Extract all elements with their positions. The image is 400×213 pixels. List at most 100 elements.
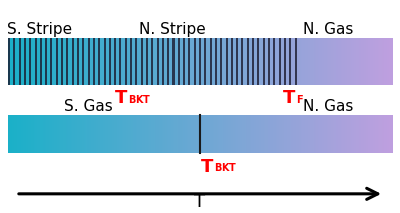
Bar xyxy=(57,38,59,85)
Bar xyxy=(77,38,79,85)
Bar xyxy=(297,115,299,153)
Bar xyxy=(326,115,328,153)
Bar xyxy=(288,38,290,85)
Bar xyxy=(185,115,187,153)
Bar xyxy=(356,115,358,153)
Bar xyxy=(190,38,192,85)
Bar xyxy=(61,38,63,85)
Bar xyxy=(364,115,366,153)
Bar xyxy=(346,115,348,153)
Bar xyxy=(145,38,147,85)
Bar xyxy=(62,38,64,85)
Bar xyxy=(100,115,102,153)
Bar xyxy=(118,38,120,85)
Bar xyxy=(311,115,314,153)
Bar xyxy=(52,38,54,85)
Bar xyxy=(296,115,298,153)
Bar xyxy=(45,115,47,153)
Bar xyxy=(141,38,143,85)
Bar xyxy=(316,115,318,153)
Bar xyxy=(187,38,189,85)
Bar xyxy=(12,38,14,85)
Bar xyxy=(156,38,158,85)
Bar xyxy=(276,115,278,153)
Bar xyxy=(297,38,299,85)
Bar xyxy=(40,115,42,153)
Bar xyxy=(90,38,92,85)
Bar xyxy=(196,115,198,153)
Bar xyxy=(333,38,335,85)
Bar xyxy=(131,38,133,85)
Bar xyxy=(78,115,80,153)
Bar xyxy=(249,115,251,153)
Bar xyxy=(68,115,70,153)
Bar xyxy=(66,38,68,85)
Bar xyxy=(82,38,84,85)
Bar xyxy=(323,38,325,85)
Bar xyxy=(311,38,314,85)
Bar xyxy=(39,115,41,153)
Bar xyxy=(14,38,16,85)
Bar xyxy=(46,38,48,85)
Bar xyxy=(218,115,220,153)
Bar xyxy=(117,115,119,153)
Bar xyxy=(183,38,186,85)
Bar xyxy=(272,38,274,85)
Bar xyxy=(278,115,280,153)
Bar xyxy=(90,115,92,153)
Bar xyxy=(269,115,271,153)
Bar xyxy=(236,38,238,85)
Bar xyxy=(390,38,392,85)
Bar xyxy=(163,38,165,85)
Bar xyxy=(268,115,270,153)
Bar xyxy=(242,38,244,85)
Bar xyxy=(188,38,190,85)
Bar xyxy=(309,115,311,153)
Bar xyxy=(204,115,206,153)
Bar xyxy=(231,38,233,85)
Bar xyxy=(255,115,257,153)
Bar xyxy=(230,115,232,153)
Bar xyxy=(292,115,294,153)
Text: $\mathbf{T}$: $\mathbf{T}$ xyxy=(200,158,214,176)
Bar xyxy=(202,38,205,85)
Bar xyxy=(55,115,58,153)
Bar xyxy=(96,115,98,153)
Bar xyxy=(131,115,133,153)
Bar xyxy=(382,38,384,85)
Bar xyxy=(120,38,122,85)
Bar xyxy=(365,38,367,85)
Bar xyxy=(183,38,185,85)
Bar xyxy=(295,38,297,85)
Bar xyxy=(281,38,283,85)
Bar xyxy=(352,38,354,85)
Bar xyxy=(326,38,328,85)
Bar xyxy=(109,115,111,153)
Bar xyxy=(250,115,252,153)
Bar xyxy=(95,38,97,85)
Bar xyxy=(76,38,78,85)
Bar xyxy=(49,38,51,85)
Bar xyxy=(104,38,106,85)
Bar xyxy=(172,38,174,85)
Bar xyxy=(300,115,302,153)
Bar xyxy=(233,38,235,85)
Bar xyxy=(74,115,77,153)
Bar xyxy=(270,115,272,153)
Bar xyxy=(350,38,352,85)
Bar xyxy=(358,115,360,153)
Bar xyxy=(35,115,37,153)
Bar xyxy=(27,38,29,85)
Bar xyxy=(227,115,229,153)
Bar xyxy=(148,38,150,85)
Bar xyxy=(279,38,281,85)
Bar xyxy=(50,115,52,153)
Bar xyxy=(72,38,74,85)
Bar xyxy=(201,115,203,153)
Bar xyxy=(318,38,320,85)
Bar xyxy=(40,38,42,85)
Bar xyxy=(190,115,192,153)
Text: N. Stripe: N. Stripe xyxy=(139,22,205,37)
Bar xyxy=(71,115,73,153)
Bar xyxy=(146,115,148,153)
